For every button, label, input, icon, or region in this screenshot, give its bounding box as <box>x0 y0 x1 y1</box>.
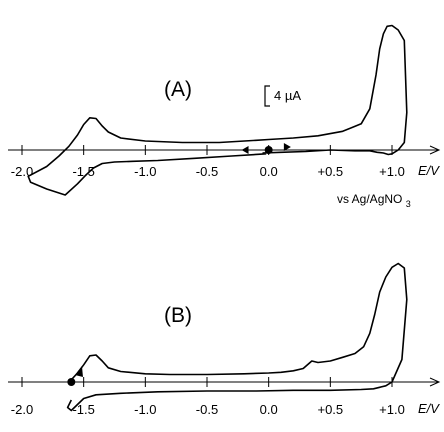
panel-b-voltammogram-curve <box>66 262 408 412</box>
reference-label-subscript: 3 <box>406 199 411 209</box>
scan-arrow-positive <box>283 143 291 151</box>
panel-a-reference-label: vs Ag/AgNO 3 <box>337 192 411 209</box>
panel-a: (A) 4 µA -2.0 -1.5 -1.0 -0.5 0.0 +0.5 +1.0 E/V… <box>8 24 441 209</box>
scan-arrow-negative <box>241 146 249 154</box>
panel-b-tick-label: +1.0 <box>379 402 405 417</box>
panel-b-unit-label: E/V <box>418 401 440 416</box>
panel-b-tick-label: -0.5 <box>196 402 218 417</box>
panel-b-start-point <box>67 378 76 386</box>
panel-a-tick-label: -1.0 <box>134 164 156 179</box>
panel-a-tick-label: +1.0 <box>379 164 405 179</box>
panel-a-tick-label: -0.5 <box>196 164 218 179</box>
panel-a-start-point <box>264 146 273 154</box>
panel-a-scan-direction-arrows <box>241 143 291 154</box>
scale-bar-label: 4 µA <box>274 88 301 103</box>
panel-b-x-ticks: -2.0 -1.5 -1.0 -0.5 0.0 +0.5 +1.0 <box>11 377 405 417</box>
panel-a-tick-label: -1.5 <box>72 164 94 179</box>
panel-b-tick-label: 0.0 <box>260 402 278 417</box>
panel-a-x-axis-arrow <box>429 145 441 155</box>
panel-b-tick-label: -2.0 <box>11 402 33 417</box>
panel-a-unit-label: E/V <box>418 163 440 178</box>
panel-a-voltammogram-curve <box>27 24 408 196</box>
panel-b-tick-label: -1.5 <box>72 402 94 417</box>
panel-b-label: (B) <box>164 304 192 327</box>
panel-b-tick-label: -1.0 <box>134 402 156 417</box>
panel-a-x-ticks: -2.0 -1.5 -1.0 -0.5 0.0 +0.5 +1.0 <box>11 145 405 179</box>
panel-b-x-axis-arrow <box>429 377 441 387</box>
panel-b-tick-label: +0.5 <box>317 402 343 417</box>
panel-b: (B) -2.0 -1.5 -1.0 -0.5 0.0 +0.5 +1.0 E/V <box>8 262 441 417</box>
panel-a-tick-label: -2.0 <box>11 164 33 179</box>
panel-b-scan-direction-arrows <box>74 366 83 377</box>
panel-a-tick-label: +0.5 <box>317 164 343 179</box>
reference-label-text: vs Ag/AgNO <box>337 192 402 206</box>
scan-arrow-positive <box>74 366 83 377</box>
current-scale-bar: 4 µA <box>264 85 301 107</box>
scale-bar-bracket <box>264 85 270 107</box>
panel-a-label: (A) <box>164 78 192 101</box>
panel-a-tick-label: 0.0 <box>260 164 278 179</box>
